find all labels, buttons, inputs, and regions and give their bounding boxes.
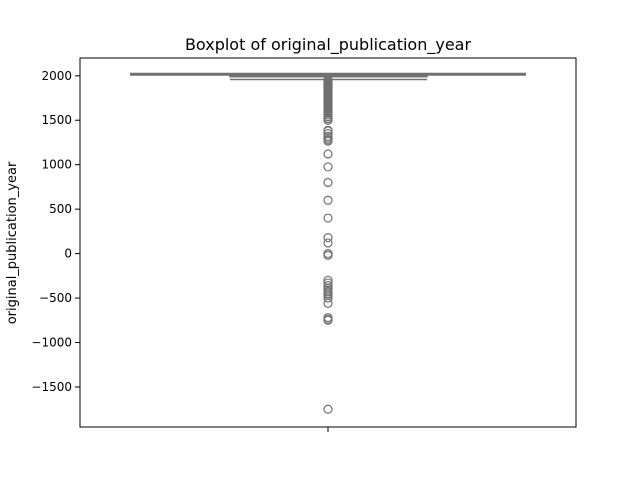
outlier-point xyxy=(323,115,333,125)
y-tick-label: 1000 xyxy=(41,158,72,172)
y-tick-label: −500 xyxy=(39,291,72,305)
outlier-point xyxy=(323,250,333,260)
y-tick-label: −1500 xyxy=(31,380,72,394)
y-tick-label: −1000 xyxy=(31,336,72,350)
outlier-point xyxy=(323,126,333,136)
outlier-point xyxy=(323,315,333,325)
outlier-point xyxy=(323,238,333,248)
outlier-point xyxy=(323,298,333,309)
outlier-point xyxy=(323,404,333,414)
outlier-point xyxy=(323,213,333,223)
outlier-point xyxy=(323,293,333,303)
outlier-point xyxy=(323,177,333,188)
y-tick-label: 0 xyxy=(64,247,72,261)
y-axis-ticks: 2000 1500 1000 500 0 −500 −1000 −1500 xyxy=(31,69,80,394)
outlier-point xyxy=(323,162,333,172)
outlier-point xyxy=(323,233,333,243)
chart-title: Boxplot of original_publication_year xyxy=(185,35,472,55)
y-tick-label: 2000 xyxy=(41,69,72,83)
outlier-point xyxy=(323,136,333,146)
y-tick-label: 500 xyxy=(49,202,72,216)
outlier-points xyxy=(323,75,333,414)
y-tick-label: 1500 xyxy=(41,113,72,127)
box-group xyxy=(130,72,526,81)
outlier-point xyxy=(323,149,333,159)
outlier-point xyxy=(323,278,333,288)
outlier-point xyxy=(323,195,333,205)
y-axis-label: original_publication_year xyxy=(5,161,20,324)
